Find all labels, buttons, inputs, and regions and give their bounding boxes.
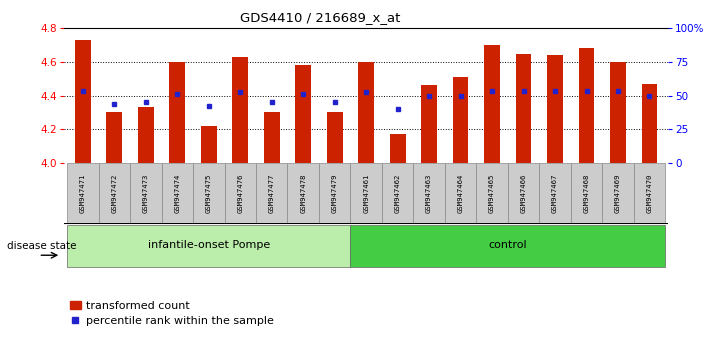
Text: disease state: disease state [7, 241, 77, 251]
Bar [295, 65, 311, 163]
Text: GSM947479: GSM947479 [332, 173, 338, 213]
Bar [634, 163, 665, 223]
Text: GSM947468: GSM947468 [584, 173, 589, 213]
Bar [327, 113, 343, 163]
Text: GSM947464: GSM947464 [458, 173, 464, 213]
Bar [75, 40, 91, 163]
Bar [453, 77, 469, 163]
Text: GSM947467: GSM947467 [552, 173, 558, 213]
Bar [351, 163, 382, 223]
Bar [67, 225, 351, 267]
Text: GSM947472: GSM947472 [112, 173, 117, 213]
Text: GSM947463: GSM947463 [426, 173, 432, 213]
Text: GSM947476: GSM947476 [237, 173, 243, 213]
Bar [445, 163, 476, 223]
Bar [193, 163, 225, 223]
Bar [130, 163, 161, 223]
Text: GSM947470: GSM947470 [646, 173, 653, 213]
Bar [351, 225, 665, 267]
Text: GSM947466: GSM947466 [520, 173, 527, 213]
Bar [571, 163, 602, 223]
Bar [358, 62, 374, 163]
Bar [319, 163, 351, 223]
Bar [484, 45, 500, 163]
Legend: transformed count, percentile rank within the sample: transformed count, percentile rank withi… [70, 301, 274, 326]
Bar [382, 163, 413, 223]
Bar [641, 84, 658, 163]
Bar [138, 107, 154, 163]
Bar [547, 55, 563, 163]
Bar [225, 163, 256, 223]
Bar [413, 163, 445, 223]
Bar [67, 163, 99, 223]
Text: GSM947462: GSM947462 [395, 173, 400, 213]
Text: GSM947478: GSM947478 [300, 173, 306, 213]
Text: GDS4410 / 216689_x_at: GDS4410 / 216689_x_at [240, 11, 400, 24]
Bar [515, 53, 531, 163]
Text: GSM947465: GSM947465 [489, 173, 495, 213]
Text: infantile-onset Pompe: infantile-onset Pompe [148, 240, 270, 250]
Bar [390, 134, 405, 163]
Text: GSM947461: GSM947461 [363, 173, 369, 213]
Text: control: control [488, 240, 527, 250]
Text: GSM947473: GSM947473 [143, 173, 149, 213]
Bar [264, 113, 279, 163]
Bar [201, 126, 217, 163]
Text: GSM947475: GSM947475 [205, 173, 212, 213]
Bar [602, 163, 634, 223]
Bar [579, 48, 594, 163]
Bar [161, 163, 193, 223]
Bar [287, 163, 319, 223]
Bar [476, 163, 508, 223]
Bar [169, 62, 185, 163]
Bar [508, 163, 539, 223]
Bar [256, 163, 287, 223]
Bar [610, 62, 626, 163]
Text: GSM947474: GSM947474 [174, 173, 181, 213]
Bar [107, 113, 122, 163]
Text: GSM947469: GSM947469 [615, 173, 621, 213]
Text: GSM947471: GSM947471 [80, 173, 86, 213]
Bar [539, 163, 571, 223]
Bar [232, 57, 248, 163]
Bar [99, 163, 130, 223]
Bar [421, 85, 437, 163]
Text: GSM947477: GSM947477 [269, 173, 274, 213]
